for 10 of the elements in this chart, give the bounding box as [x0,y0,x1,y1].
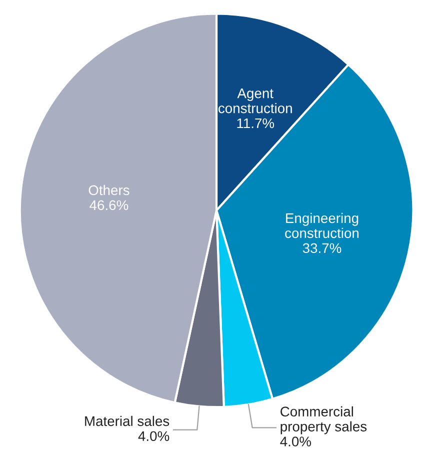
data-label: 46.6% [90,200,128,210]
slice-label: Engineering construction [285,212,359,238]
data-label: 4.0% [280,436,312,446]
data-label: 4.0% [138,431,170,442]
slice-label: Others [88,184,130,196]
slice-label: Material sales [85,416,170,426]
data-label: 33.7% [302,243,342,254]
slice-label: Commercial property sales [280,406,367,434]
slice-label: Agent construction [218,88,292,114]
data-label: 11.7% [237,118,274,128]
